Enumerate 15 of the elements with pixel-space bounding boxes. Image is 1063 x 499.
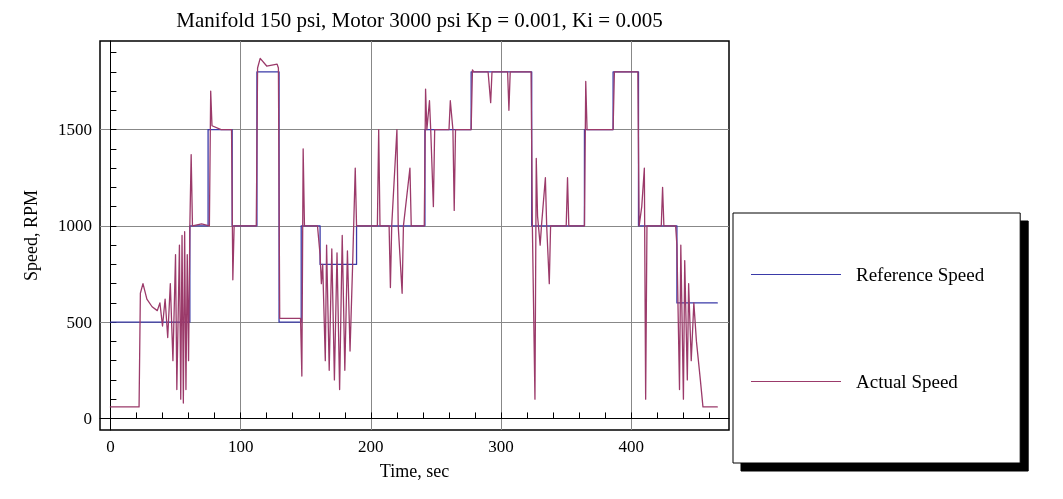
line-series [109,57,718,408]
legend-label: Actual Speed [856,371,959,392]
x-tick-label: 400 [618,437,645,456]
x-tick-label: 100 [227,437,254,456]
x-tick-label: 200 [358,437,384,456]
chart-title: Manifold 150 psi, Motor 3000 psi Kp = 0.001, Ki = 0.005 [176,7,663,32]
y-tick-label: 0 [83,408,92,428]
x-axis-title: Time, sec [379,461,450,481]
y-tick-label: 1500 [58,120,92,140]
y-axis-title: Speed, RPM [21,189,41,282]
legend-label: Reference Speed [856,264,985,285]
y-tick-label: 500 [66,312,92,332]
x-tick-label: 300 [488,437,514,456]
x-tick-label: 0 [106,437,115,456]
y-tick-label: 1000 [58,216,92,236]
